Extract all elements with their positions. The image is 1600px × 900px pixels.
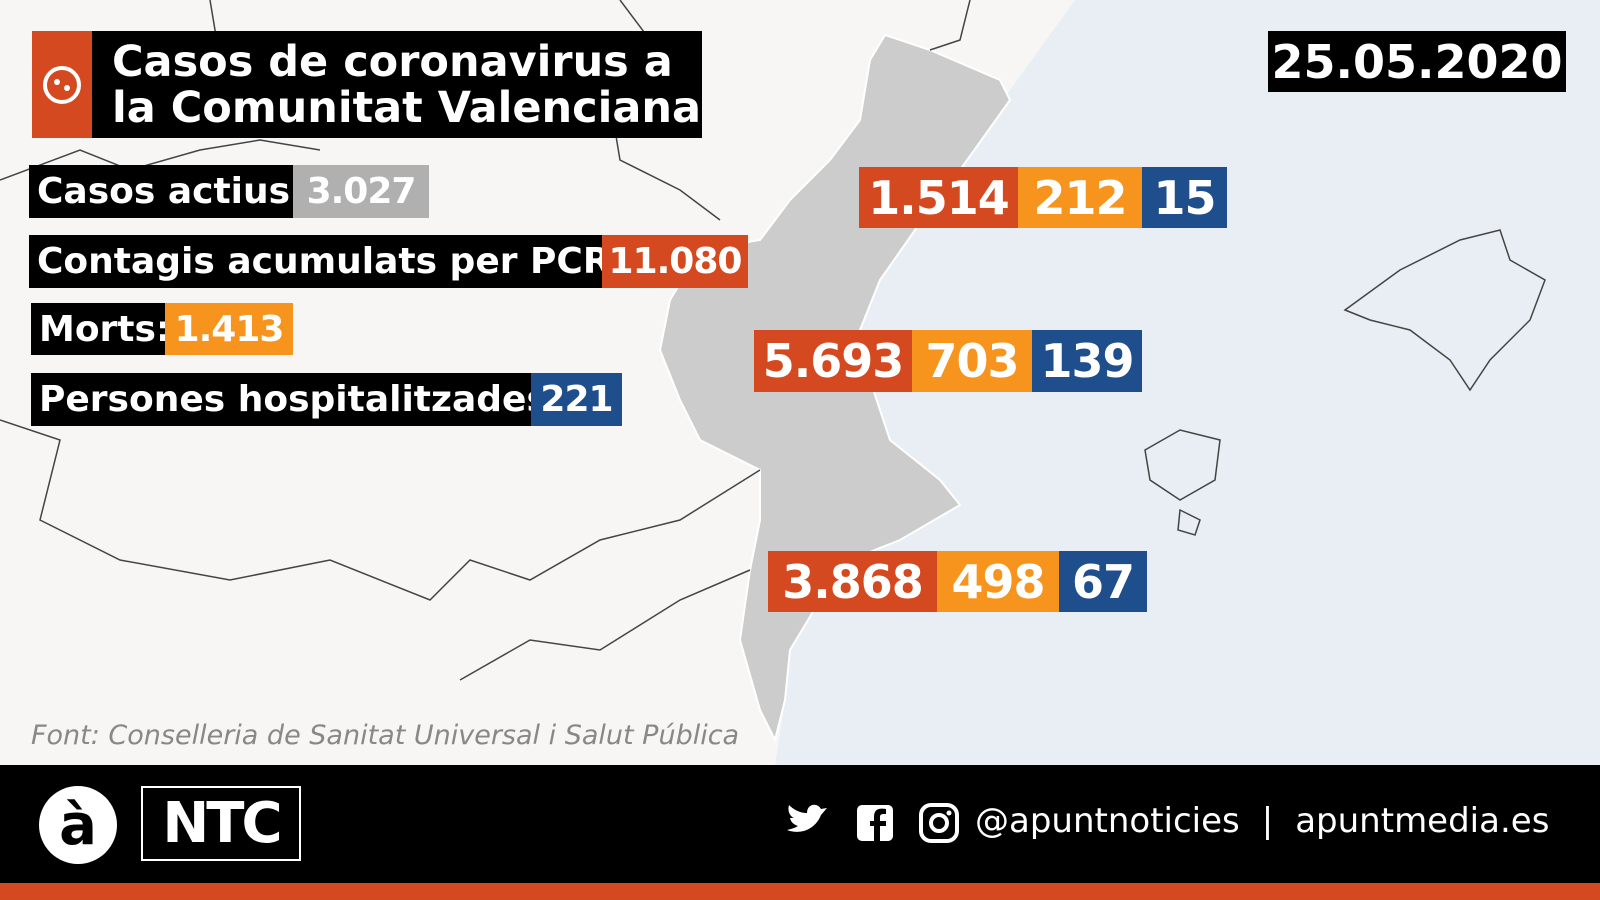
stat-value: 3.027	[293, 165, 429, 218]
stat-label: Morts:	[31, 303, 170, 355]
province-deaths: 212	[1018, 167, 1142, 228]
footer-stripe	[0, 883, 1600, 900]
province-cases: 5.693	[754, 330, 912, 392]
province-cases: 1.514	[859, 167, 1018, 228]
title-line: Casos de coronavirus a	[112, 36, 673, 87]
title-line: la Comunitat Valenciana	[112, 82, 702, 133]
footer-links: @apuntnoticies | apuntmedia.es	[975, 801, 1549, 841]
stat-label: Casos actius:	[29, 165, 304, 218]
separator: |	[1261, 801, 1274, 841]
stat-label: Contagis acumulats per PCR:	[29, 235, 625, 288]
brand: NTC	[141, 786, 301, 861]
stat-value: 221	[531, 373, 622, 426]
province-hospitalized: 15	[1142, 167, 1227, 228]
logo: à	[39, 786, 117, 864]
virus-icon-shape	[43, 65, 81, 104]
social-icons	[787, 803, 959, 843]
province-hospitalized: 139	[1032, 330, 1142, 392]
handle[interactable]: @apuntnoticies	[975, 801, 1240, 841]
website[interactable]: apuntmedia.es	[1295, 801, 1550, 841]
title-box: Casos de coronavirus a la Comunitat Vale…	[32, 31, 702, 138]
virus-icon	[32, 31, 92, 138]
stat-label: Persones hospitalitzades:	[31, 373, 562, 426]
province-deaths: 703	[912, 330, 1032, 392]
province-deaths: 498	[937, 551, 1059, 612]
stat-value: 1.413	[165, 303, 293, 355]
stat-value: 11.080	[602, 235, 748, 288]
province-cases: 3.868	[768, 551, 937, 612]
date: 25.05.2020	[1268, 31, 1566, 92]
source: Font: Conselleria de Sanitat Universal i…	[31, 720, 740, 751]
province-hospitalized: 67	[1059, 551, 1147, 612]
